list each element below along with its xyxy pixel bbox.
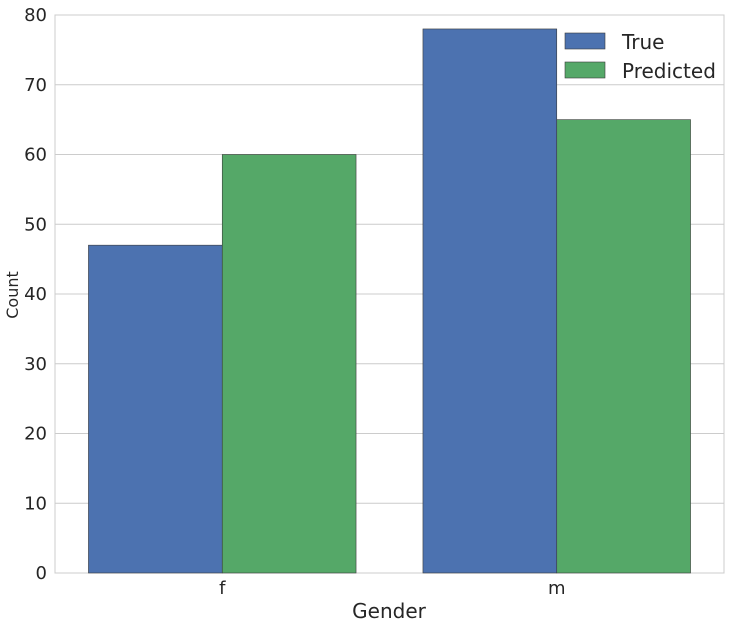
legend-label-true: True bbox=[621, 30, 664, 54]
x-tick-label: f bbox=[219, 578, 226, 599]
y-tick-label: 50 bbox=[24, 214, 47, 235]
y-tick-label: 10 bbox=[24, 493, 47, 514]
bars bbox=[88, 28, 691, 574]
legend-swatch-predicted bbox=[564, 61, 606, 79]
y-tick-label: 0 bbox=[36, 563, 47, 584]
y-tick-label: 80 bbox=[24, 5, 47, 26]
legend-label-predicted: Predicted bbox=[622, 59, 716, 83]
x-axis-label: Gender bbox=[352, 599, 426, 623]
legend-swatch-true bbox=[564, 32, 606, 50]
bar-predicted-m bbox=[556, 119, 691, 574]
y-tick-label: 40 bbox=[24, 284, 47, 305]
x-tick-label: m bbox=[548, 578, 566, 599]
y-tick-labels: 0 10 20 30 40 50 60 70 80 bbox=[24, 5, 47, 584]
legend: True Predicted bbox=[564, 30, 716, 83]
bar-true-m bbox=[422, 28, 558, 574]
y-tick-label: 30 bbox=[24, 354, 47, 375]
plot-area bbox=[54, 14, 725, 574]
y-tick-label: 70 bbox=[24, 75, 47, 96]
y-tick-label: 20 bbox=[24, 424, 47, 445]
y-axis-label: Count bbox=[3, 271, 22, 319]
bar-true-f bbox=[88, 244, 223, 574]
bar-predicted-f bbox=[221, 154, 357, 574]
y-tick-label: 60 bbox=[24, 145, 47, 166]
